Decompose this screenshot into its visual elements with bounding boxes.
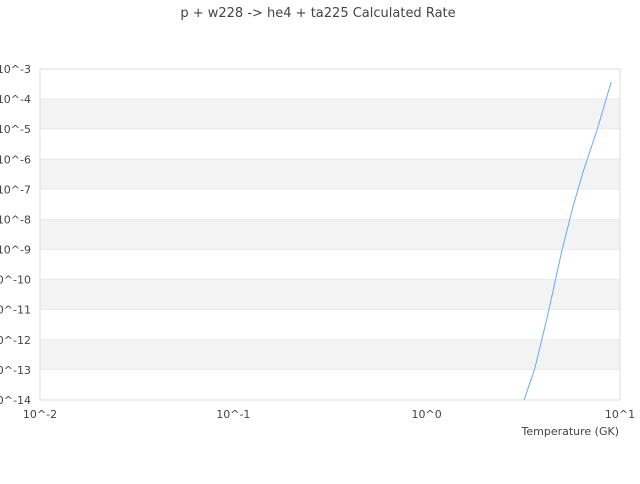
x-tick-label: 10^0 (412, 408, 442, 421)
grid-band (40, 99, 620, 130)
y-tick-label: 10^-6 (0, 153, 31, 166)
y-tick-label: 10^-9 (0, 244, 31, 257)
plot-area-border (39, 68, 621, 401)
x-axis-label: Temperature (GK) (521, 425, 620, 438)
grid-band (40, 249, 620, 280)
y-tick-label: 10^-12 (0, 334, 31, 347)
grid-band (40, 69, 620, 100)
y-tick-label: 10^-13 (0, 364, 31, 377)
grid-band (40, 369, 620, 400)
rate-series-line (523, 81, 612, 401)
x-tick-label: 10^1 (605, 408, 635, 421)
y-tick-label: 10^-7 (0, 183, 31, 196)
x-tick-label: 10^-2 (23, 408, 57, 421)
y-tick-label: 10^-11 (0, 304, 31, 317)
grid-band (40, 309, 620, 340)
grid-band (40, 279, 620, 310)
grid-band (40, 129, 620, 160)
grid-band (40, 219, 620, 250)
y-tick-label: 10^-3 (0, 63, 31, 76)
y-tick-label: 10^-10 (0, 274, 31, 287)
y-tick-label: 10^-4 (0, 93, 31, 106)
y-tick-label: 10^-5 (0, 123, 31, 136)
grid-band (40, 159, 620, 190)
chart-title: p + w228 -> he4 + ta225 Calculated Rate (180, 6, 455, 21)
y-tick-label: 10^-14 (0, 394, 31, 407)
x-tick-label: 10^-1 (216, 408, 250, 421)
grid-band (40, 339, 620, 370)
y-tick-label: 10^-8 (0, 213, 31, 226)
grid-band (40, 189, 620, 220)
